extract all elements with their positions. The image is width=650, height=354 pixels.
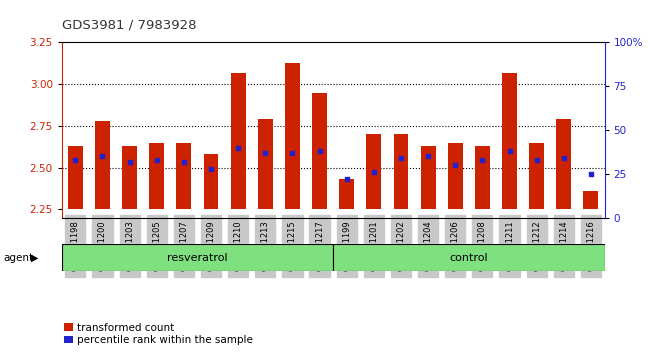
Bar (312, 92, 327, 209)
Bar (95, 121, 110, 209)
Bar (421, 146, 436, 209)
Bar (176, 143, 191, 209)
Bar (333, 244, 604, 271)
Bar (584, 191, 599, 209)
Bar (62, 244, 333, 271)
Point (70, 157, 81, 163)
Point (98, 154, 108, 159)
Bar (529, 143, 544, 209)
Bar (68, 146, 83, 209)
Point (396, 155, 406, 161)
Point (206, 166, 216, 171)
Point (260, 150, 270, 156)
Text: ▶: ▶ (31, 253, 39, 263)
Text: control: control (450, 252, 488, 263)
Point (233, 145, 243, 150)
Point (179, 159, 189, 165)
Text: agent: agent (3, 253, 33, 263)
Bar (285, 63, 300, 209)
Point (477, 157, 488, 163)
Bar (502, 73, 517, 209)
Point (558, 155, 569, 161)
Text: GDS3981 / 7983928: GDS3981 / 7983928 (62, 19, 196, 32)
Point (586, 171, 596, 177)
Legend: transformed count, percentile rank within the sample: transformed count, percentile rank withi… (64, 322, 253, 345)
Bar (339, 179, 354, 209)
Bar (122, 146, 137, 209)
Bar (475, 146, 490, 209)
Point (315, 148, 325, 154)
Point (504, 148, 515, 154)
Bar (203, 154, 218, 209)
Text: resveratrol: resveratrol (167, 252, 228, 263)
Point (532, 157, 542, 163)
Point (369, 169, 379, 175)
Bar (367, 134, 382, 209)
Point (124, 159, 135, 165)
Point (151, 157, 162, 163)
Bar (258, 119, 273, 209)
Point (341, 176, 352, 182)
Point (423, 154, 434, 159)
Bar (448, 143, 463, 209)
Point (287, 150, 298, 156)
Bar (231, 73, 246, 209)
Point (450, 162, 460, 168)
Bar (150, 143, 164, 209)
Bar (393, 134, 408, 209)
Bar (556, 119, 571, 209)
